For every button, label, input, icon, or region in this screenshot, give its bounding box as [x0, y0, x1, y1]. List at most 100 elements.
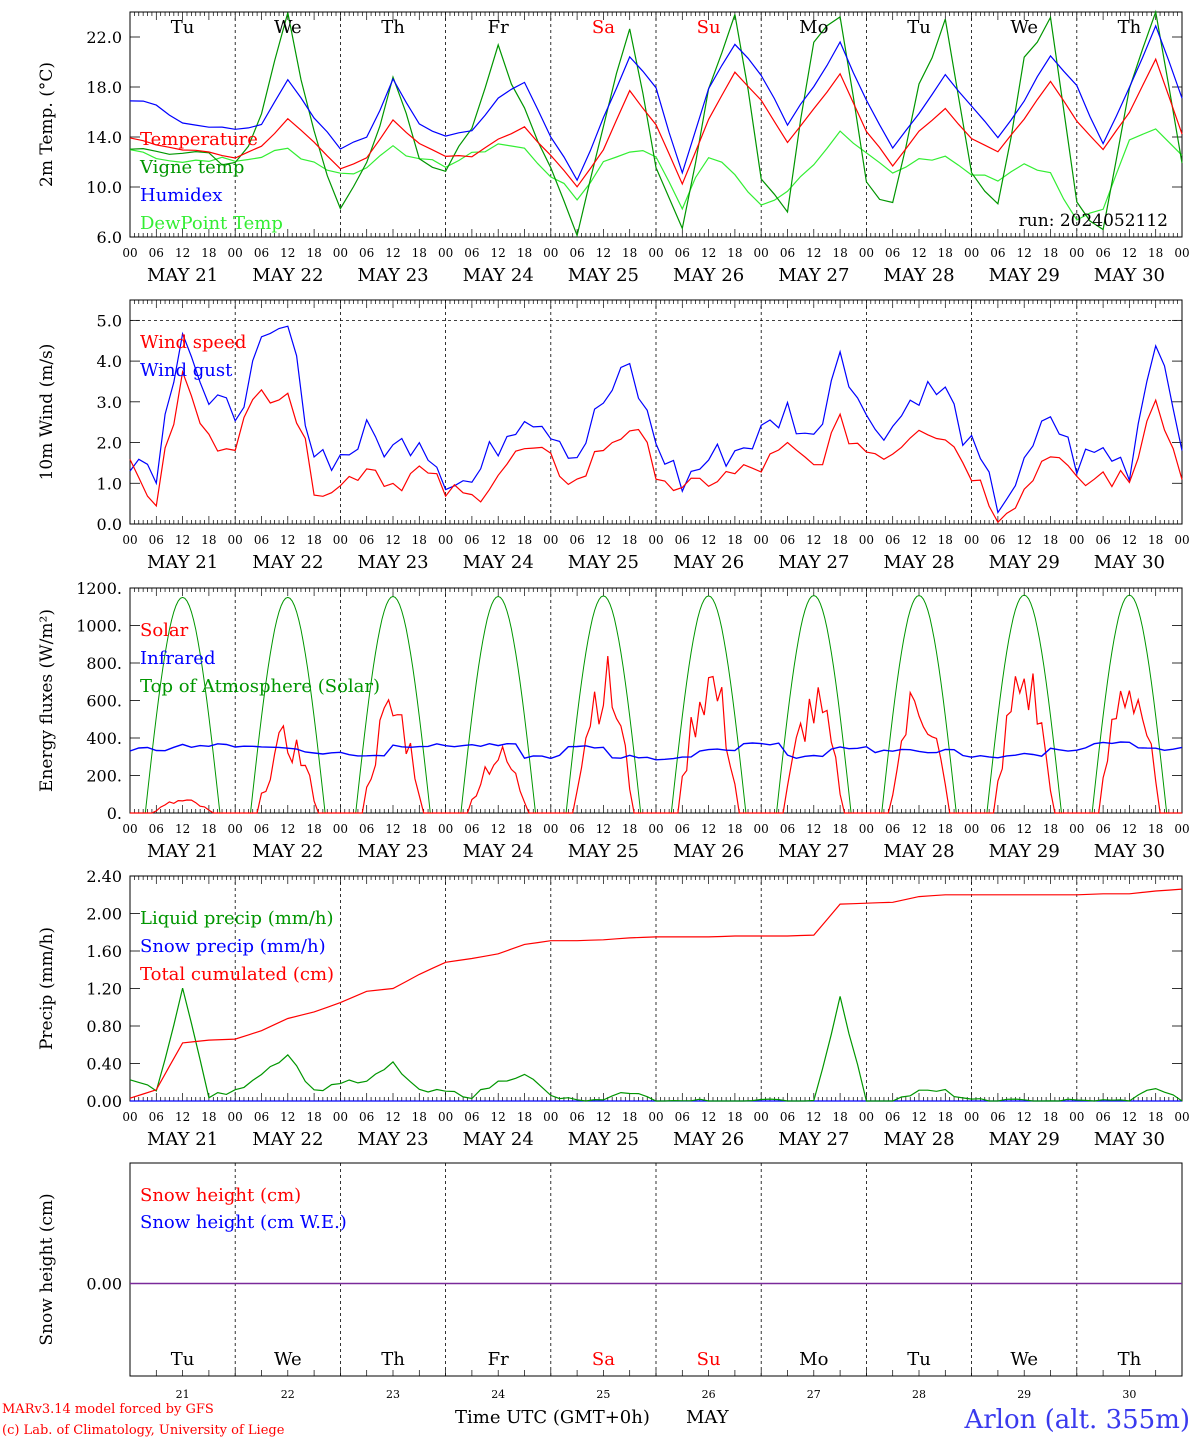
hour-tick-label: 00 [438, 1110, 453, 1124]
date-label: MAY 22 [252, 265, 323, 286]
date-label: MAY 21 [147, 552, 218, 573]
hour-tick-label: 06 [464, 1110, 479, 1124]
date-label: MAY 26 [673, 265, 744, 286]
hour-tick-label: 06 [359, 246, 374, 260]
hour-tick-label: 12 [701, 822, 716, 836]
date-label: MAY 22 [252, 1129, 323, 1150]
date-label: MAY 28 [883, 1129, 954, 1150]
date-label: MAY 21 [147, 841, 218, 862]
legend-entry: Temperature [140, 129, 258, 150]
hour-tick-label: 12 [806, 822, 821, 836]
hour-tick-label: 12 [175, 533, 190, 547]
plot-labels: Temperature Vigne temp Humidex DewPoint Tem… [139, 17, 1168, 1233]
hour-tick-label: 00 [228, 822, 243, 836]
panel-4: 00 06 12 18 MAY 21 00 06 12 18 MAY 22 00 06 12 18 MAY … [37, 867, 1190, 1150]
date-label: MAY 23 [357, 841, 428, 862]
weekday-label: Fr [488, 17, 509, 38]
hour-tick-label: 06 [885, 533, 900, 547]
date-label: MAY 28 [883, 552, 954, 573]
hour-tick-label: 00 [859, 246, 874, 260]
day-number-label: 21 [176, 1388, 190, 1401]
hour-tick-label: 06 [569, 533, 584, 547]
y-axis-label: Snow height (cm) [37, 1193, 57, 1345]
y-tick-label: 600. [86, 692, 122, 711]
date-label: MAY 28 [883, 265, 954, 286]
hour-tick-label: 18 [622, 533, 637, 547]
hour-tick-label: 06 [359, 822, 374, 836]
hour-tick-label: 00 [543, 1110, 558, 1124]
hour-tick-label: 00 [754, 1110, 769, 1124]
hour-tick-label: 00 [1069, 533, 1084, 547]
hour-tick-label: 18 [1148, 533, 1163, 547]
series-line [129, 57, 1183, 188]
hour-tick-label: 12 [175, 246, 190, 260]
hour-tick-label: 00 [333, 246, 348, 260]
hour-tick-label: 18 [306, 246, 321, 260]
hour-tick-label: 12 [806, 246, 821, 260]
hour-tick-label: 12 [596, 1110, 611, 1124]
date-label: MAY 26 [673, 1129, 744, 1150]
hour-tick-label: 00 [754, 246, 769, 260]
hour-tick-label: 12 [175, 822, 190, 836]
station-title: Arlon (alt. 355m) [963, 1405, 1190, 1435]
date-label: MAY 27 [778, 841, 849, 862]
y-tick-label: 0. [107, 804, 122, 823]
date-label: MAY 26 [673, 841, 744, 862]
day-number-label: 29 [1017, 1388, 1031, 1401]
legend-entry: Wind speed [140, 332, 246, 353]
hour-tick-label: 00 [438, 533, 453, 547]
hour-tick-label: 18 [201, 533, 216, 547]
date-label: MAY 27 [778, 1129, 849, 1150]
hour-tick-label: 12 [491, 822, 506, 836]
hour-tick-label: 12 [1017, 533, 1032, 547]
weekday-label: Th [381, 1349, 405, 1370]
hour-tick-label: 00 [1069, 822, 1084, 836]
weekday-label: Sa [592, 1349, 615, 1370]
hour-tick-label: 06 [569, 822, 584, 836]
hour-tick-label: 00 [964, 822, 979, 836]
hour-tick-label: 00 [964, 533, 979, 547]
hour-tick-label: 18 [517, 246, 532, 260]
date-label: MAY 23 [357, 265, 428, 286]
panel-2: 00 06 12 18 MAY 21 00 06 12 18 MAY 22 00 06 12 18 MAY … [37, 299, 1190, 573]
hour-tick-label: 00 [438, 822, 453, 836]
y-tick-label: 18.0 [86, 78, 122, 97]
hour-tick-label: 12 [701, 533, 716, 547]
hour-tick-label: 12 [385, 246, 400, 260]
date-label: MAY 30 [1094, 552, 1165, 573]
hour-tick-label: 00 [333, 1110, 348, 1124]
y-tick-label: 3.0 [97, 393, 122, 412]
date-label: MAY 24 [463, 265, 534, 286]
hour-tick-label: 06 [1095, 533, 1110, 547]
date-label: MAY 29 [989, 1129, 1060, 1150]
panel-1: 00 06 12 18 MAY 21 00 06 12 18 MAY 22 00 06 12 18 MAY … [37, 11, 1190, 286]
day-number-label: 23 [386, 1388, 400, 1401]
legend-entry: DewPoint Temp [140, 213, 283, 234]
hour-tick-label: 06 [359, 533, 374, 547]
date-label: MAY 27 [778, 552, 849, 573]
hour-tick-label: 12 [911, 822, 926, 836]
hour-tick-label: 00 [964, 1110, 979, 1124]
hour-tick-label: 12 [701, 246, 716, 260]
hour-tick-label: 06 [885, 1110, 900, 1124]
hour-tick-label: 18 [1148, 246, 1163, 260]
weekday-label: Tu [907, 1349, 931, 1370]
series-line [129, 741, 1183, 761]
hour-tick-label: 12 [911, 246, 926, 260]
hour-tick-label: 18 [727, 246, 742, 260]
hour-tick-label: 18 [517, 533, 532, 547]
series-line [129, 325, 1183, 515]
date-label: MAY 30 [1094, 265, 1165, 286]
y-tick-label: 2.00 [86, 905, 122, 924]
weekday-label: Tu [171, 17, 195, 38]
footer-copyright-text: (c) Lab. of Climatology, University of L… [2, 1423, 285, 1438]
weekday-label: Mo [799, 17, 828, 38]
y-axis-label: Energy fluxes (W/m²) [37, 609, 57, 792]
y-tick-label: 1.60 [86, 942, 122, 961]
weekday-label: We [274, 17, 302, 38]
hour-tick-label: 18 [412, 246, 427, 260]
y-tick-label: 14.0 [86, 128, 122, 147]
y-tick-label: 0.00 [86, 1275, 122, 1294]
hour-tick-label: 18 [938, 533, 953, 547]
hour-tick-label: 00 [859, 822, 874, 836]
